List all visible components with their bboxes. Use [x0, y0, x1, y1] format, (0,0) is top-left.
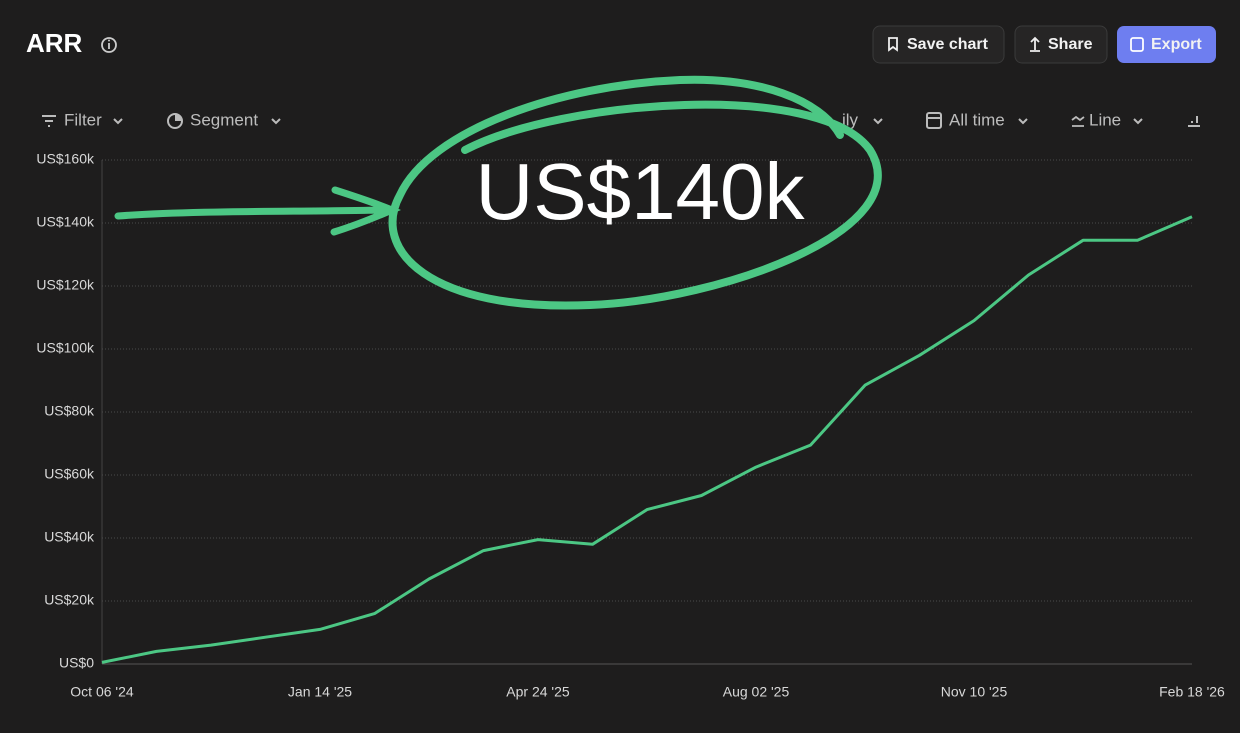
chart-type-control[interactable]: Line: [1089, 110, 1121, 129]
share-button[interactable]: Share: [1014, 25, 1108, 64]
button-label: Export: [1151, 36, 1202, 53]
y-tick-label: US$80k: [44, 403, 95, 419]
y-tick-label: US$20k: [44, 592, 95, 608]
segment-control[interactable]: Segment: [190, 110, 258, 129]
save-button[interactable]: Save chart: [872, 25, 1005, 64]
range-control[interactable]: All time: [949, 110, 1005, 129]
x-tick-label: Aug 02 '25: [723, 684, 790, 700]
page-title: ARR: [26, 28, 83, 58]
info-icon[interactable]: [101, 37, 117, 53]
button-label: Save chart: [907, 36, 989, 53]
y-tick-label: US$140k: [36, 214, 95, 230]
x-tick-label: Nov 10 '25: [941, 684, 1008, 700]
x-tick-label: Apr 24 '25: [506, 684, 570, 700]
y-tick-label: US$40k: [44, 529, 95, 545]
y-tick-label: US$100k: [36, 340, 95, 356]
toolbar: Filter Segment ily All time Line: [42, 110, 1200, 129]
interval-control[interactable]: ily: [842, 110, 859, 129]
annotation-value: US$140k: [475, 147, 805, 236]
x-tick-label: Oct 06 '24: [70, 684, 134, 700]
y-tick-label: US$120k: [36, 277, 95, 293]
export-button[interactable]: Export: [1117, 26, 1216, 63]
y-tick-label: US$0: [59, 655, 94, 671]
button-label: Share: [1048, 36, 1093, 53]
series-line: [101, 215, 1193, 664]
x-tick-label: Jan 14 '25: [288, 684, 352, 700]
y-tick-label: US$160k: [36, 151, 95, 167]
filter-control[interactable]: Filter: [64, 110, 102, 129]
annotation: US$140k: [114, 75, 882, 310]
y-tick-label: US$60k: [44, 466, 95, 482]
x-tick-label: Feb 18 '26: [1159, 684, 1225, 700]
plot: US$0 US$20k US$40k US$60k US$80k US$100k US$12…: [36, 151, 1225, 700]
